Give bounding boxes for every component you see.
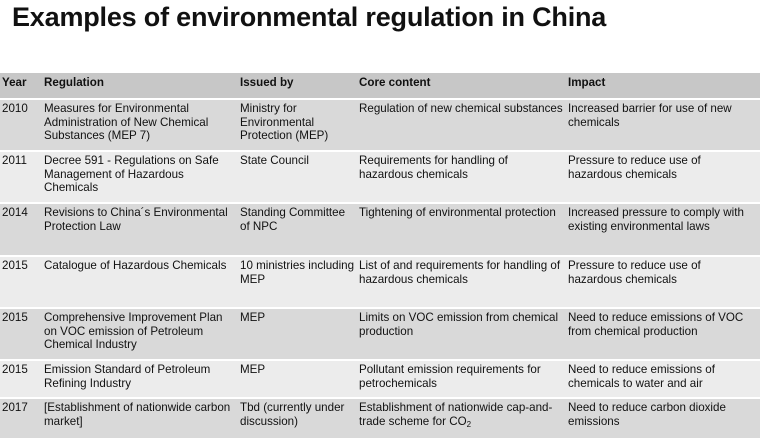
cell-year: 2015	[0, 307, 42, 360]
page-title: Examples of environmental regulation in …	[12, 2, 607, 32]
table-row: 2017 [Establishment of nationwide carbon…	[0, 397, 760, 438]
cell-impact: Increased barrier for use of new chemica…	[566, 98, 760, 151]
cell-core-content: Regulation of new chemical substances	[357, 98, 566, 151]
regulation-table: Year Regulation Issued by Core content I…	[0, 73, 760, 438]
core-content-text: Establishment of nationwide cap-and-trad…	[359, 401, 553, 428]
table-row: 2015 Emission Standard of Petroleum Refi…	[0, 359, 760, 398]
cell-issued-by: MEP	[238, 359, 357, 398]
table-row: 2010 Measures for Environmental Administ…	[0, 98, 760, 151]
table-row: 2014 Revisions to China´s Environmental …	[0, 202, 760, 256]
header-issued-by: Issued by	[238, 73, 357, 99]
header-core-content: Core content	[357, 73, 566, 99]
cell-regulation: [Establishment of nationwide carbon mark…	[42, 397, 238, 438]
cell-impact: Pressure to reduce use of hazardous chem…	[566, 150, 760, 203]
cell-issued-by: Ministry for Environmental Protection (M…	[238, 98, 357, 151]
table-header-row: Year Regulation Issued by Core content I…	[0, 73, 760, 99]
cell-year: 2014	[0, 202, 42, 256]
cell-regulation: Emission Standard of Petroleum Refining …	[42, 359, 238, 398]
header-regulation: Regulation	[42, 73, 238, 99]
cell-issued-by: 10 ministries including MEP	[238, 255, 357, 308]
cell-core-content: Pollutant emission requirements for petr…	[357, 359, 566, 398]
cell-core-content: List of and requirements for handling of…	[357, 255, 566, 308]
table-row: 2011 Decree 591 - Regulations on Safe Ma…	[0, 150, 760, 203]
co2-subscript: 2	[466, 419, 472, 429]
cell-issued-by: Tbd (currently under discussion)	[238, 397, 357, 438]
cell-year: 2010	[0, 98, 42, 151]
header-impact: Impact	[566, 73, 760, 99]
cell-core-content: Establishment of nationwide cap-and-trad…	[357, 397, 566, 438]
cell-impact: Need to reduce emissions of chemicals to…	[566, 359, 760, 398]
cell-year: 2017	[0, 397, 42, 438]
cell-core-content: Tightening of environmental protection	[357, 202, 566, 256]
cell-impact: Need to reduce emissions of VOC from che…	[566, 307, 760, 360]
cell-regulation: Comprehensive Improvement Plan on VOC em…	[42, 307, 238, 360]
cell-regulation: Measures for Environmental Administratio…	[42, 98, 238, 151]
cell-core-content: Limits on VOC emission from chemical pro…	[357, 307, 566, 360]
cell-year: 2011	[0, 150, 42, 203]
table-row: 2015 Catalogue of Hazardous Chemicals 10…	[0, 255, 760, 308]
cell-regulation: Decree 591 - Regulations on Safe Managem…	[42, 150, 238, 203]
cell-issued-by: State Council	[238, 150, 357, 203]
cell-year: 2015	[0, 359, 42, 398]
cell-core-content: Requirements for handling of hazardous c…	[357, 150, 566, 203]
cell-impact: Need to reduce carbon dioxide emissions	[566, 397, 760, 438]
cell-issued-by: MEP	[238, 307, 357, 360]
cell-impact: Pressure to reduce use of hazardous chem…	[566, 255, 760, 308]
cell-issued-by: Standing Committee of NPC	[238, 202, 357, 256]
cell-regulation: Catalogue of Hazardous Chemicals	[42, 255, 238, 308]
cell-year: 2015	[0, 255, 42, 308]
header-year: Year	[0, 73, 42, 99]
cell-impact: Increased pressure to comply with existi…	[566, 202, 760, 256]
table-row: 2015 Comprehensive Improvement Plan on V…	[0, 307, 760, 360]
cell-regulation: Revisions to China´s Environmental Prote…	[42, 202, 238, 256]
